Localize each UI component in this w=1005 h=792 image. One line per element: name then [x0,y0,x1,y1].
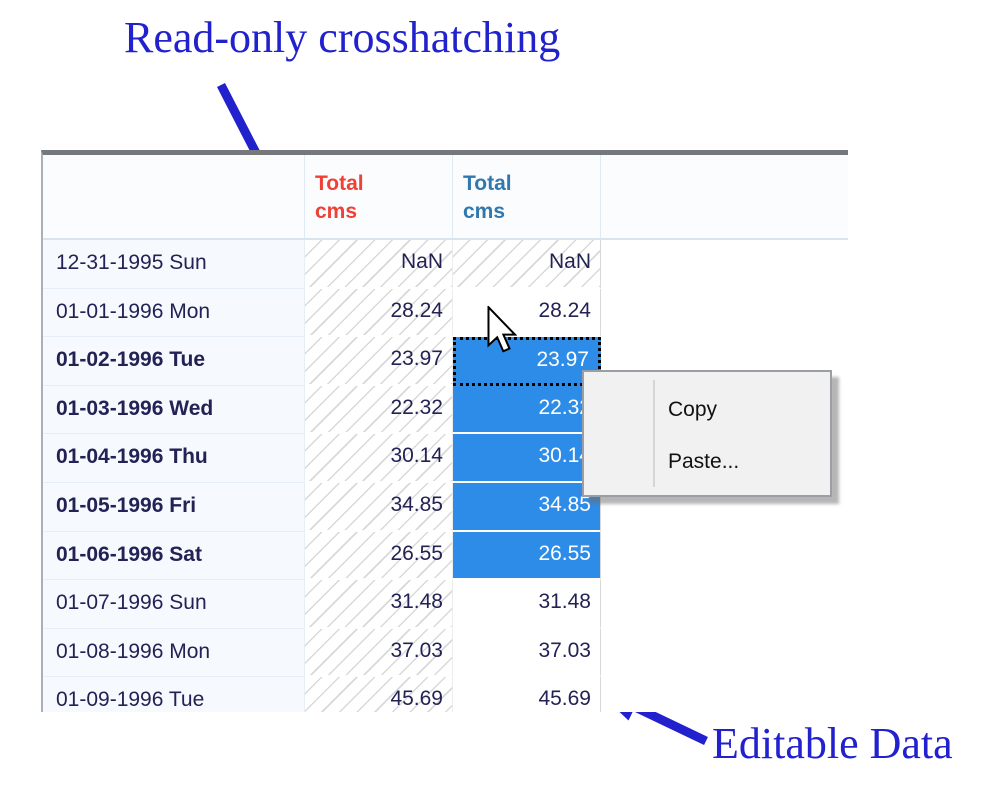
readonly-cell[interactable]: 34.85 [305,482,453,532]
menu-item-copy[interactable]: Copy [668,398,718,421]
table-row: 01-07-1996 Sun 31.48 31.48 [43,580,848,629]
header-filler [601,155,848,238]
readonly-cell[interactable]: 23.97 [305,337,453,386]
table-row: 01-09-1996 Tue 45.69 45.69 [43,677,848,712]
editable-cell-selected[interactable]: 34.85 [453,482,601,532]
table-row: 01-04-1996 Thu 30.14 30.14 [43,434,848,483]
table-row: 01-02-1996 Tue 23.97 23.97 [43,337,848,386]
readonly-cell[interactable]: 45.69 [305,677,453,712]
editable-cell[interactable]: NaN [453,240,601,289]
readonly-cell[interactable]: 26.55 [305,531,453,581]
editable-cell[interactable]: 45.69 [453,677,601,712]
editable-cell[interactable]: 31.48 [453,580,601,629]
row-header-date[interactable]: 12-31-1995 Sun [43,240,305,289]
readonly-cell[interactable]: NaN [305,240,453,289]
table-body: 12-31-1995 Sun NaN NaN 01-01-1996 Mon 28… [43,240,848,712]
menu-icon-gutter-divider [653,380,655,487]
editable-annotation-label: Editable Data [712,719,953,768]
row-header-date[interactable]: 01-05-1996 Fri [43,482,305,532]
table-row: 01-03-1996 Wed 22.32 22.32 [43,385,848,435]
row-header-date[interactable]: 01-06-1996 Sat [43,531,305,581]
editable-cell-selected[interactable]: 26.55 [453,531,601,581]
date-column-header[interactable] [43,155,305,238]
table-row: 01-01-1996 Mon 28.24 28.24 [43,288,848,338]
table-row: 01-08-1996 Mon 37.03 37.03 [43,628,848,678]
menu-item-paste[interactable]: Paste... [668,450,740,473]
row-header-date[interactable]: 01-02-1996 Tue [43,337,305,386]
editable-cell-selected[interactable]: 22.32 [453,385,601,435]
table-header-row: Total cms Total cms [43,155,848,240]
editable-cell[interactable]: 37.03 [453,628,601,678]
readonly-column-header[interactable]: Total cms [305,155,453,238]
row-header-date[interactable]: 01-08-1996 Mon [43,628,305,678]
table-row: 12-31-1995 Sun NaN NaN [43,240,848,289]
timeseries-table: Total cms Total cms 12-31-1995 Sun NaN N… [41,150,848,712]
readonly-cell[interactable]: 37.03 [305,628,453,678]
editable-column-header[interactable]: Total cms [453,155,601,238]
context-menu: Copy Paste... [582,370,832,497]
table-row: 01-06-1996 Sat 26.55 26.55 [43,531,848,581]
readonly-cell[interactable]: 31.48 [305,580,453,629]
readonly-cell[interactable]: 22.32 [305,385,453,435]
row-header-date[interactable]: 01-07-1996 Sun [43,580,305,629]
editable-cell[interactable]: 28.24 [453,288,601,338]
editable-cell-focused[interactable]: 23.97 [453,337,601,386]
readonly-cell[interactable]: 28.24 [305,288,453,338]
readonly-annotation-label: Read-only crosshatching [124,13,561,62]
row-header-date[interactable]: 01-01-1996 Mon [43,288,305,338]
readonly-cell[interactable]: 30.14 [305,434,453,483]
row-header-date[interactable]: 01-09-1996 Tue [43,677,305,712]
editable-cell-selected[interactable]: 30.14 [453,434,601,483]
row-header-date[interactable]: 01-04-1996 Thu [43,434,305,483]
table-row: 01-05-1996 Fri 34.85 34.85 [43,482,848,532]
row-header-date[interactable]: 01-03-1996 Wed [43,385,305,435]
